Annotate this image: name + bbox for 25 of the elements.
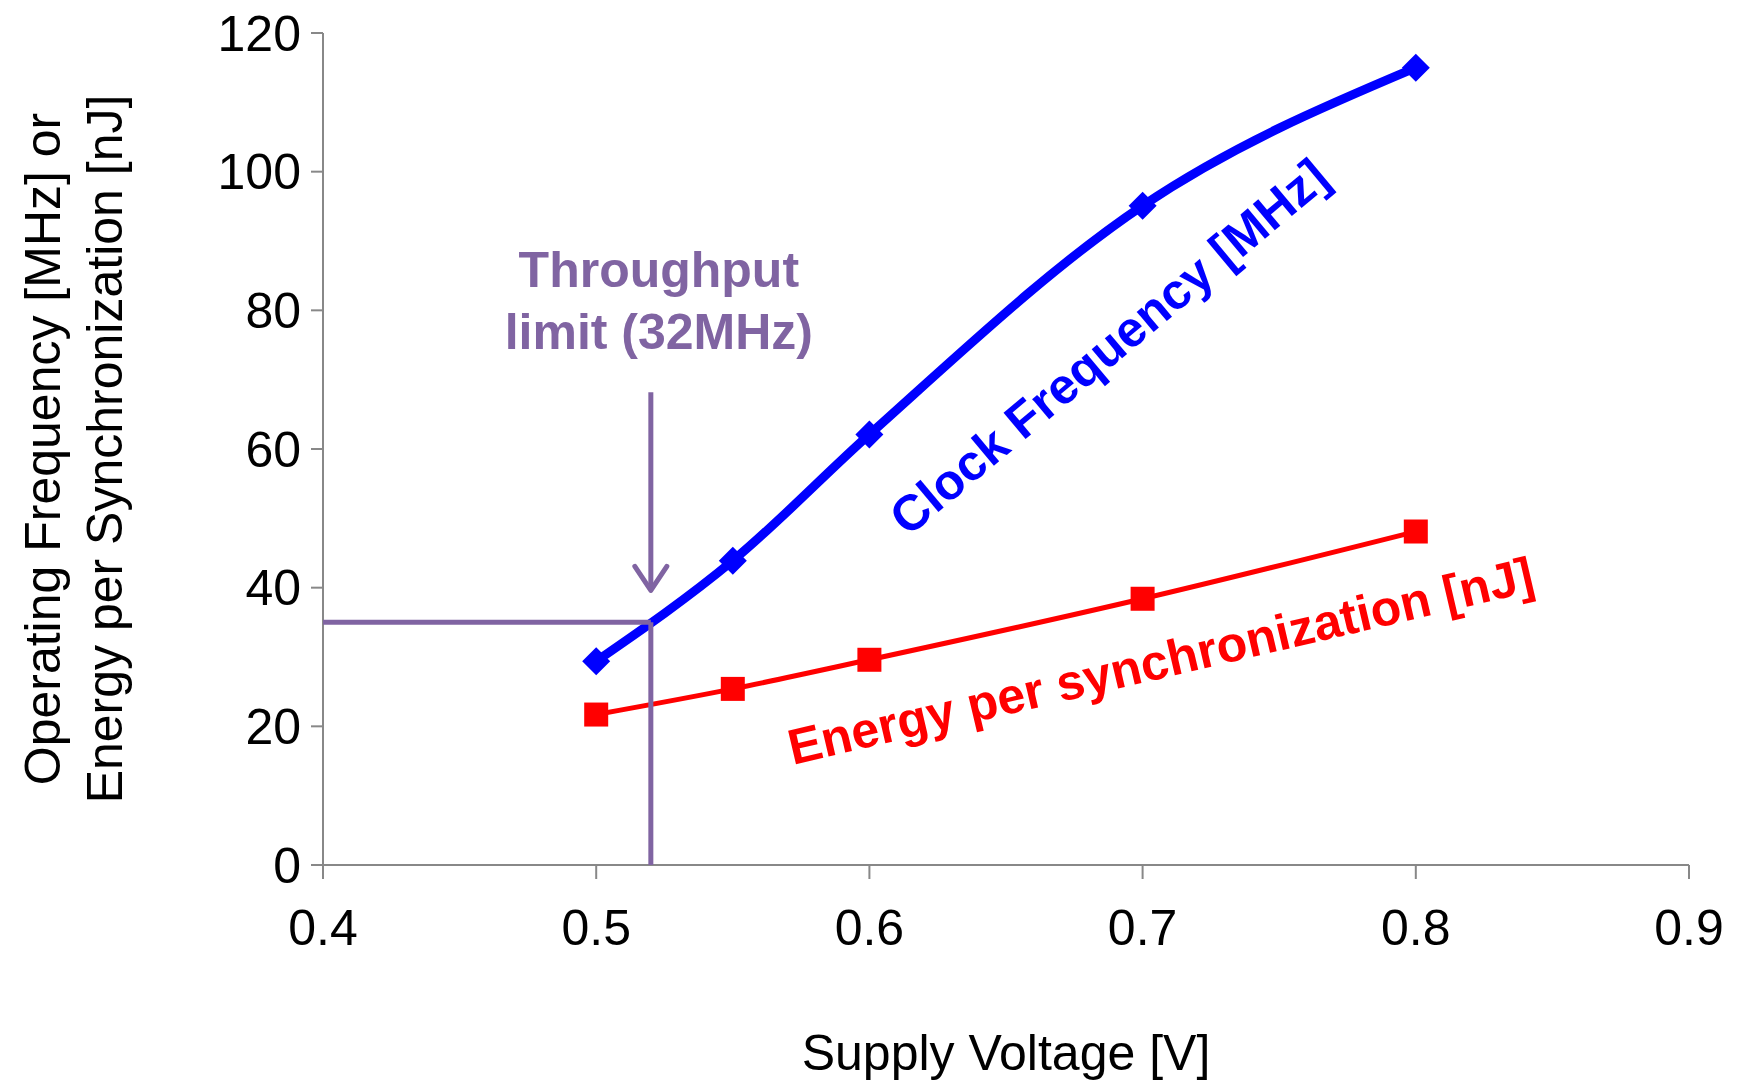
point — [584, 702, 609, 727]
x-tick-label: 0.8 — [1381, 900, 1451, 956]
x-tick-label: 0.6 — [834, 900, 905, 956]
point — [718, 546, 747, 575]
point — [1128, 191, 1157, 220]
y-tick-label: 100 — [217, 144, 301, 201]
point — [582, 647, 611, 676]
ref-line-label: Throughput limit (32MHz) — [504, 242, 814, 361]
x-axis-title: Supply Voltage [V] — [801, 1025, 1211, 1081]
point — [855, 420, 884, 449]
y-tick-label: 60 — [245, 421, 301, 478]
x-tick-label: 0.4 — [288, 900, 358, 956]
y-tick-label: 0 — [273, 837, 301, 894]
y-tick-label: 20 — [245, 698, 301, 755]
x-tick-label: 0.7 — [1107, 900, 1178, 956]
point — [720, 676, 745, 701]
x-tick-label: 0.9 — [1654, 900, 1724, 956]
point — [1403, 519, 1428, 544]
y-axis-title: Operating Frequency [MHz] or Energy per Synchronization [nJ] — [15, 94, 133, 804]
y-tick-label: 80 — [245, 282, 301, 339]
point — [1401, 53, 1430, 82]
point — [857, 647, 882, 672]
y-tick-label: 40 — [245, 560, 301, 617]
y-tick-label: 120 — [217, 5, 301, 62]
x-tick-label: 0.5 — [561, 900, 631, 956]
